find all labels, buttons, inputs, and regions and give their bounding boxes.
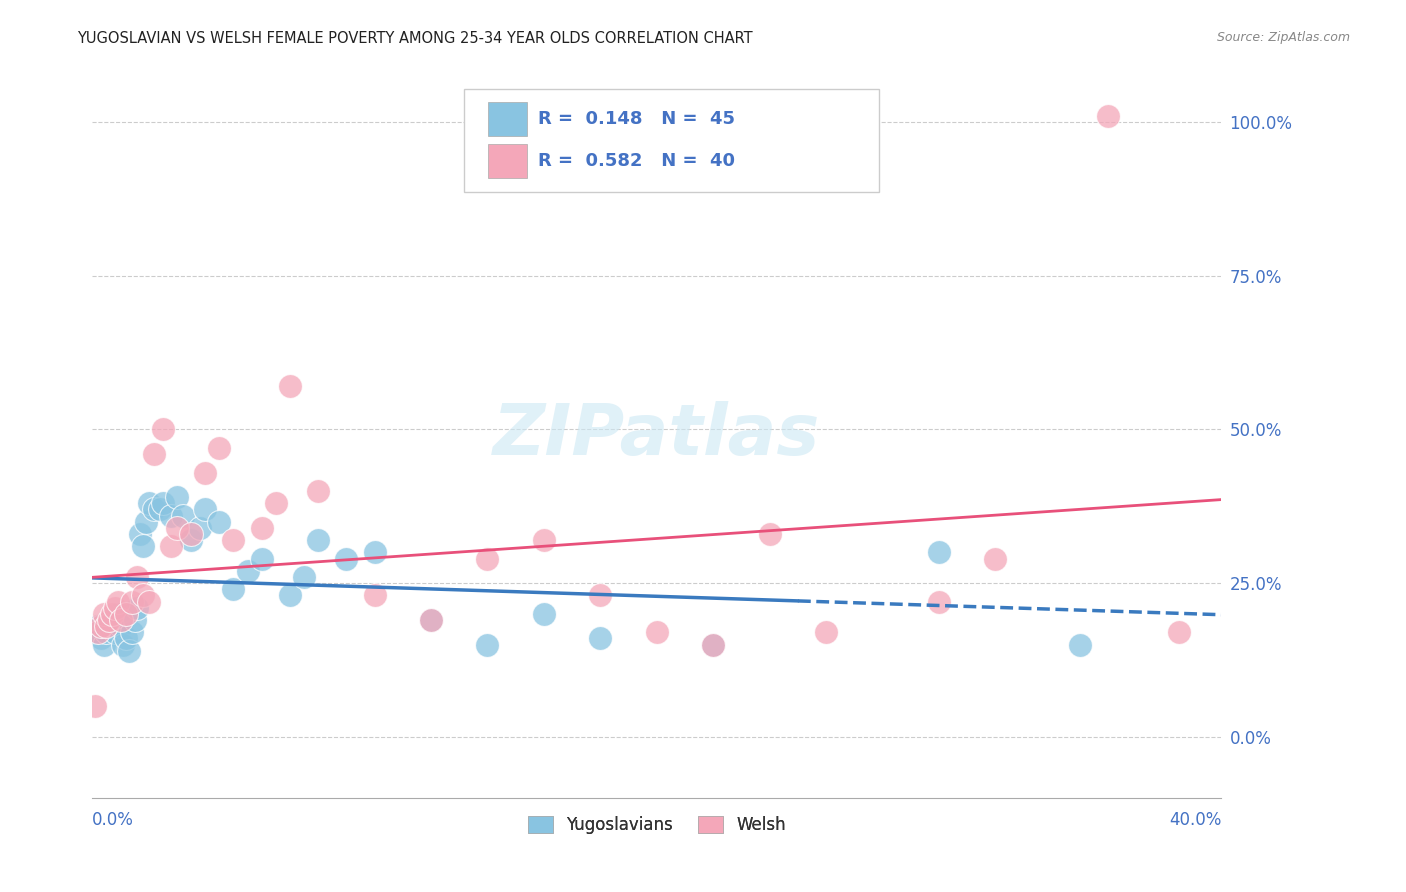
Point [984, 551, 1007, 566]
Point [121, 625, 143, 640]
Point [363, 589, 385, 603]
Point [90, 619, 112, 633]
Point [101, 607, 124, 621]
Point [112, 638, 135, 652]
Point [1069, 638, 1091, 652]
Point [194, 502, 217, 516]
Point [264, 496, 287, 510]
Point [208, 441, 231, 455]
Point [87, 625, 110, 640]
Point [307, 533, 329, 548]
Point [143, 447, 166, 461]
Point [250, 521, 273, 535]
Legend: Yugoslavians, Welsh: Yugoslavians, Welsh [522, 809, 793, 841]
Point [1097, 109, 1119, 123]
Point [335, 551, 357, 566]
Point [589, 632, 612, 646]
Point [84, 625, 107, 640]
Text: Source: ZipAtlas.com: Source: ZipAtlas.com [1216, 31, 1350, 45]
Point [143, 502, 166, 516]
Point [363, 545, 385, 559]
Text: YUGOSLAVIAN VS WELSH FEMALE POVERTY AMONG 25-34 YEAR OLDS CORRELATION CHART: YUGOSLAVIAN VS WELSH FEMALE POVERTY AMON… [77, 31, 754, 46]
Point [222, 533, 245, 548]
Point [420, 613, 443, 627]
Point [160, 539, 183, 553]
Point [110, 619, 132, 633]
Point [110, 613, 132, 627]
Point [152, 496, 174, 510]
Text: R =  0.582   N =  40: R = 0.582 N = 40 [538, 152, 735, 169]
Text: 0.0%: 0.0% [93, 811, 134, 829]
Point [115, 632, 138, 646]
Point [188, 521, 211, 535]
Point [132, 589, 155, 603]
Text: 40.0%: 40.0% [1168, 811, 1222, 829]
Point [90, 632, 112, 646]
Point [292, 570, 315, 584]
Point [477, 638, 499, 652]
Point [815, 625, 838, 640]
Point [152, 422, 174, 436]
Point [93, 638, 115, 652]
Point [138, 496, 160, 510]
Point [107, 594, 129, 608]
Point [149, 502, 172, 516]
Point [278, 589, 301, 603]
Point [645, 625, 668, 640]
Point [1167, 625, 1189, 640]
Point [533, 533, 555, 548]
Point [101, 613, 124, 627]
Point [589, 589, 612, 603]
Point [180, 533, 202, 548]
Point [115, 607, 138, 621]
Point [96, 619, 118, 633]
Point [127, 600, 149, 615]
Text: R =  0.148   N =  45: R = 0.148 N = 45 [538, 110, 735, 128]
Point [702, 638, 724, 652]
Point [278, 379, 301, 393]
Point [166, 490, 188, 504]
Point [121, 594, 143, 608]
Point [180, 527, 202, 541]
Point [208, 515, 231, 529]
Point [132, 539, 155, 553]
Point [118, 644, 141, 658]
Point [702, 638, 724, 652]
Point [928, 545, 950, 559]
Point [236, 564, 259, 578]
Point [307, 483, 329, 498]
Point [160, 508, 183, 523]
Point [138, 594, 160, 608]
Point [166, 521, 188, 535]
Point [98, 613, 121, 627]
Point [84, 699, 107, 714]
Point [928, 594, 950, 608]
Point [104, 625, 127, 640]
Point [758, 527, 780, 541]
Point [222, 582, 245, 597]
Point [107, 607, 129, 621]
Point [172, 508, 194, 523]
Point [135, 515, 157, 529]
Point [87, 619, 110, 633]
Point [96, 625, 118, 640]
Point [194, 466, 217, 480]
Point [477, 551, 499, 566]
Text: ZIPatlas: ZIPatlas [494, 401, 821, 470]
Point [98, 619, 121, 633]
Point [129, 527, 152, 541]
Point [124, 613, 146, 627]
Point [250, 551, 273, 566]
Point [420, 613, 443, 627]
Point [104, 600, 127, 615]
Point [93, 607, 115, 621]
Point [127, 570, 149, 584]
Point [533, 607, 555, 621]
